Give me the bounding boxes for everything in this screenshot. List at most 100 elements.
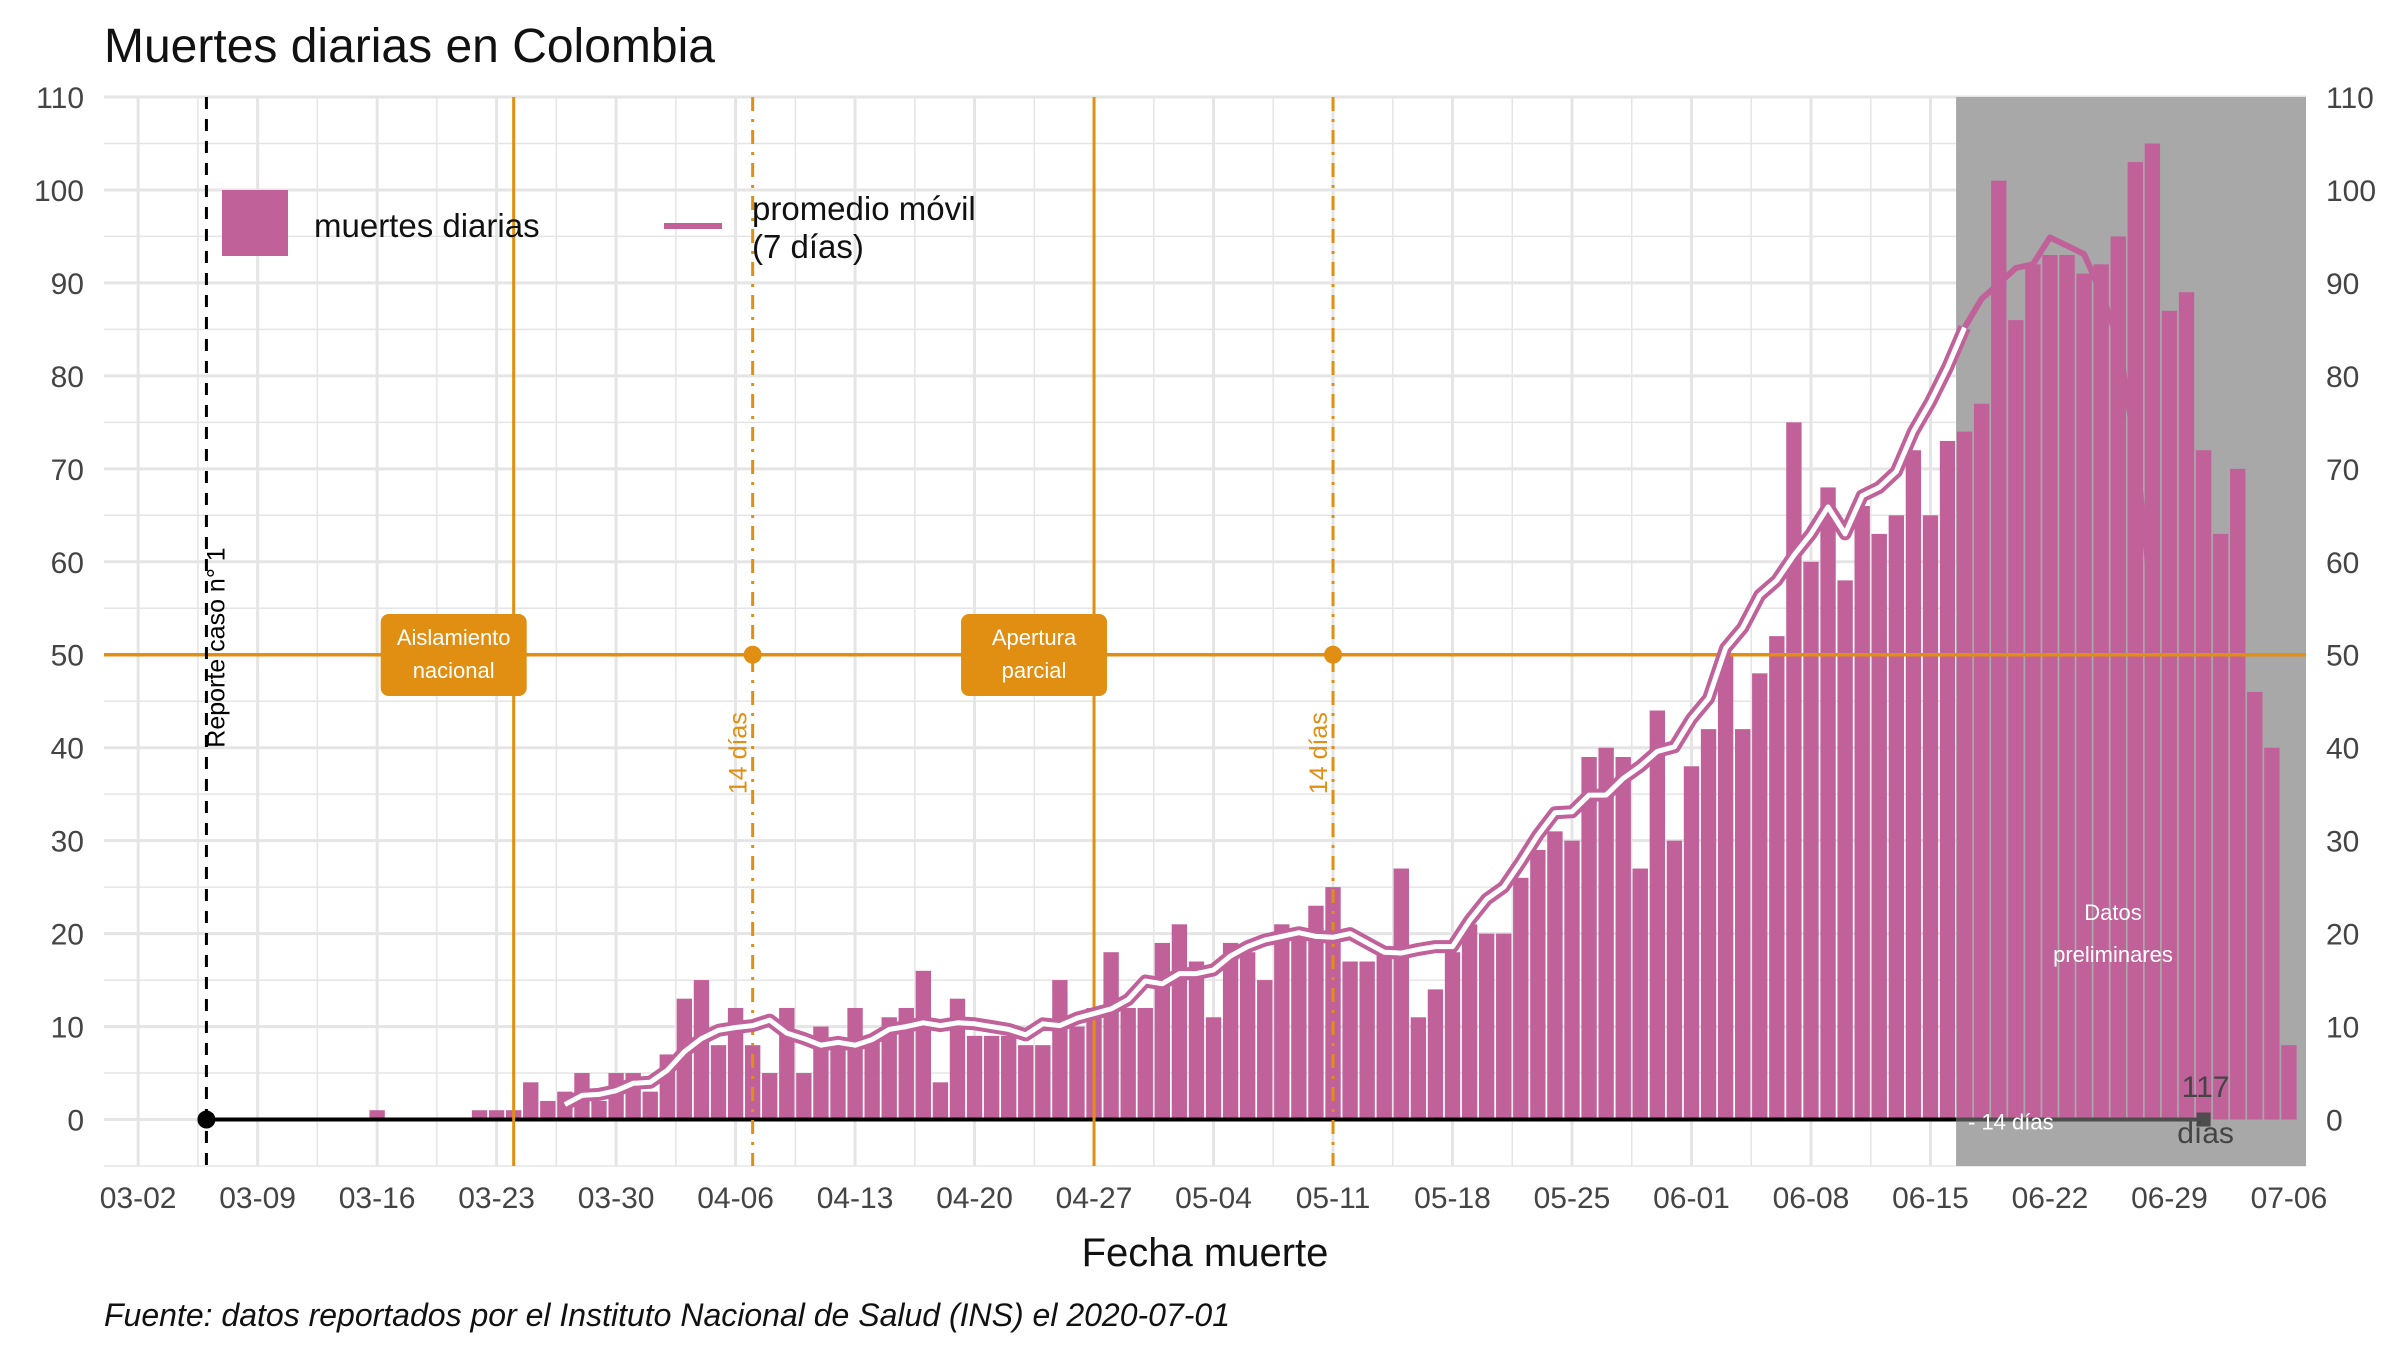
bar: [1888, 515, 1905, 1120]
bar: [2076, 273, 2092, 1120]
bar: [1871, 533, 1887, 1120]
bar: [1342, 961, 1358, 1120]
bar: [1837, 580, 1853, 1120]
x-tick-label: 06-15: [1892, 1182, 1969, 1215]
bar: [1239, 952, 1256, 1120]
bar: [1188, 961, 1205, 1120]
bar: [642, 1091, 658, 1120]
y-tick-label-right: 100: [2326, 175, 2376, 208]
moving-average: [561, 234, 2156, 1111]
bar: [1854, 506, 1870, 1120]
y-tick-label-left: 90: [51, 268, 84, 301]
bar: [1359, 961, 1375, 1120]
bar: [1325, 887, 1341, 1120]
y-tick-label-right: 70: [2326, 454, 2359, 487]
bar: [744, 1045, 761, 1120]
legend-label-bars: muertes diarias: [314, 207, 540, 244]
bar: [1513, 877, 1529, 1120]
bar: [1120, 1007, 1136, 1120]
measure-label: parcial: [1002, 658, 1067, 683]
plus-14-days-dot: [1324, 645, 1343, 664]
bar: [1649, 710, 1666, 1120]
bar: [1786, 422, 1802, 1120]
y-tick-label-right: 0: [2326, 1105, 2343, 1138]
bar: [471, 1110, 488, 1120]
plus-14-days-dot: [743, 645, 762, 664]
bar: [1666, 840, 1683, 1120]
bar: [1427, 989, 1444, 1120]
bar: [1257, 980, 1273, 1120]
y-tick-label-left: 40: [51, 733, 84, 766]
days-label: 117: [2182, 1071, 2230, 1104]
bar: [1291, 933, 1307, 1120]
x-tick-label: 06-22: [2012, 1182, 2089, 1215]
bar: [1222, 942, 1239, 1120]
plus-14-days-label: 14 días: [725, 712, 753, 794]
y-tick-label-right: 50: [2326, 640, 2359, 673]
minus-14-days-label: - 14 días: [1968, 1110, 2054, 1135]
legend-swatch-bars: [222, 190, 288, 256]
y-tick-label-right: 20: [2326, 919, 2359, 952]
y-tick-label-right: 10: [2326, 1012, 2359, 1045]
bar: [1274, 924, 1290, 1120]
bar: [847, 1007, 863, 1120]
y-tick-label-right: 90: [2326, 268, 2359, 301]
y-tick-label-left: 30: [51, 826, 84, 859]
bar: [1820, 487, 1836, 1120]
bar: [523, 1082, 539, 1120]
bar: [1530, 849, 1546, 1120]
bar: [1700, 729, 1717, 1120]
bar: [2042, 255, 2058, 1120]
bar: [540, 1100, 556, 1120]
y-tick-label-right: 80: [2326, 361, 2359, 394]
y-tick-label-left: 100: [34, 175, 84, 208]
y-tick-label-left: 110: [36, 82, 84, 115]
bar: [1803, 561, 1819, 1120]
bar: [1717, 654, 1734, 1120]
bar: [881, 1017, 897, 1120]
moving-average-center: [563, 326, 1967, 1107]
bar: [1956, 431, 1973, 1120]
bar: [591, 1100, 607, 1120]
x-tick-label: 04-06: [697, 1182, 774, 1215]
x-tick-label: 03-09: [219, 1182, 296, 1215]
legend-label-line: promedio móvil: [752, 190, 976, 227]
bar: [898, 1007, 914, 1120]
moving-average-line: [1962, 234, 2156, 606]
bar: [1598, 747, 1614, 1120]
bar: [1752, 673, 1768, 1120]
bar: [1171, 924, 1188, 1120]
y-tick-label-right: 30: [2326, 826, 2359, 859]
bar: [2059, 255, 2075, 1120]
bar: [1137, 1007, 1153, 1120]
bar: [2230, 468, 2246, 1120]
x-tick-label: 03-30: [578, 1182, 655, 1215]
bar: [1461, 924, 1478, 1120]
y-tick-label-right: 40: [2326, 733, 2359, 766]
bars: [369, 143, 2297, 1120]
bar: [2247, 691, 2263, 1120]
bar: [2025, 264, 2041, 1120]
x-tick-label: 04-13: [817, 1182, 894, 1215]
y-tick-label-left: 10: [51, 1012, 84, 1045]
bar: [1103, 952, 1119, 1120]
end-marker: [2196, 1112, 2211, 1127]
x-tick-label: 06-01: [1653, 1182, 1730, 1215]
preliminary-label: preliminares: [2053, 942, 2173, 967]
bar: [693, 980, 710, 1120]
y-tick-label-left: 20: [51, 919, 84, 952]
x-tick-label: 05-04: [1175, 1182, 1252, 1215]
bar: [1069, 1026, 1085, 1120]
x-tick-label: 04-20: [936, 1182, 1013, 1215]
bar: [1154, 942, 1171, 1120]
chart-title: Muertes diarias en Colombia: [104, 20, 715, 73]
bar: [830, 1045, 846, 1120]
y-tick-label-left: 80: [51, 361, 84, 394]
bar: [1615, 756, 1631, 1120]
bar: [1018, 1045, 1034, 1120]
measure-label: Aislamiento: [397, 625, 511, 650]
bar: [2212, 533, 2229, 1120]
bar: [2110, 236, 2126, 1120]
bar: [2127, 162, 2143, 1120]
